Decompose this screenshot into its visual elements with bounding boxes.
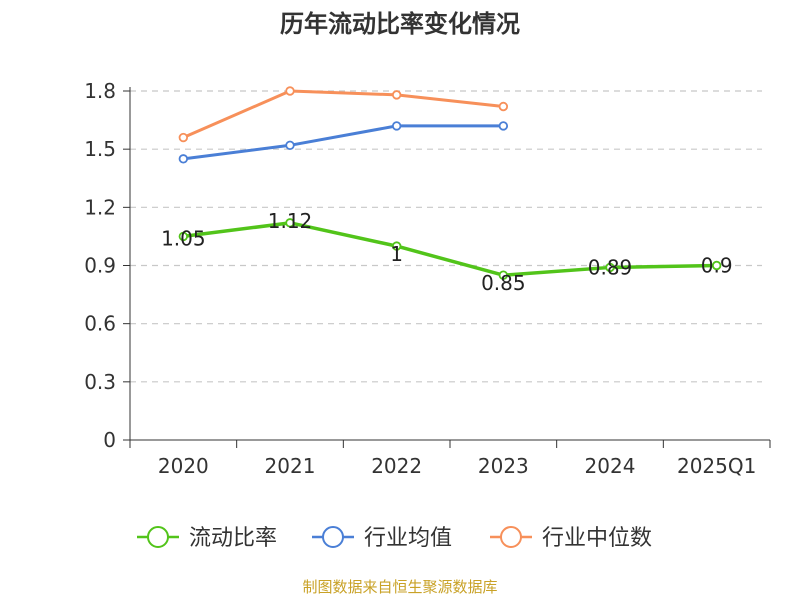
data-label: 1 — [390, 242, 403, 266]
data-point — [178, 231, 189, 242]
data-point — [285, 218, 295, 228]
series-0 — [178, 218, 722, 280]
legend-label: 行业均值 — [364, 526, 452, 551]
chart-title: 历年流动比率变化情况 — [280, 10, 520, 38]
x-tick-label: 2022 — [371, 454, 422, 478]
y-tick-label: 0.9 — [84, 254, 116, 278]
legend-marker — [322, 526, 344, 548]
data-label: 0.85 — [481, 271, 526, 295]
data-point — [498, 101, 509, 112]
series-1 — [178, 121, 509, 164]
y-tick-label: 0 — [103, 428, 116, 452]
data-point — [498, 121, 509, 131]
series-2 — [178, 86, 509, 143]
data-point — [178, 132, 189, 143]
data-point — [285, 140, 295, 150]
y-tick-label: 0.6 — [84, 312, 116, 336]
data-point — [285, 86, 295, 96]
gridlines — [130, 90, 762, 383]
series-line — [182, 89, 504, 139]
y-tick-label: 1.5 — [84, 137, 116, 161]
series-line — [183, 124, 504, 161]
axes: 0 0.3 0.6 0.9 1.2 1.5 1.8 2020 2021 2022 2023 2024 2… — [84, 79, 771, 478]
legend-item[interactable]: 行业均值 — [312, 526, 452, 551]
data-label: 0.89 — [588, 255, 633, 279]
data-point — [498, 270, 509, 280]
data-point — [391, 121, 402, 131]
y-tick-label: 0.3 — [84, 370, 116, 394]
x-tick-label: 2023 — [478, 454, 529, 478]
data-point — [605, 262, 615, 273]
legend-item[interactable]: 流动比率 — [137, 526, 277, 551]
data-point — [391, 90, 402, 100]
data-point — [391, 241, 402, 251]
series-lines — [178, 86, 722, 280]
x-tick-label: 2024 — [585, 454, 636, 478]
y-tick-label: 1.8 — [84, 79, 116, 103]
legend-label: 流动比率 — [189, 526, 277, 551]
legend-label: 行业中位数 — [542, 526, 652, 551]
legend-marker — [147, 526, 169, 548]
y-tick-label: 1.2 — [84, 195, 116, 219]
legend: 流动比率 行业均值 行业中位数 — [137, 526, 652, 551]
source-note: 制图数据来自恒生聚源数据库 — [302, 578, 497, 596]
x-tick-label: 2021 — [265, 454, 316, 478]
x-tick-label: 2020 — [158, 454, 209, 478]
data-label: 1.05 — [161, 226, 206, 250]
data-point — [178, 154, 189, 164]
data-labels: 1.05 1.12 1 0.85 0.89 0.9 — [161, 209, 733, 295]
legend-item[interactable]: 行业中位数 — [490, 526, 652, 551]
data-label: 1.12 — [268, 209, 313, 233]
legend-marker — [500, 526, 522, 548]
x-tick-label: 2025Q1 — [677, 454, 756, 478]
series-line — [183, 221, 717, 277]
data-point — [711, 260, 722, 271]
data-label: 0.9 — [701, 254, 733, 278]
